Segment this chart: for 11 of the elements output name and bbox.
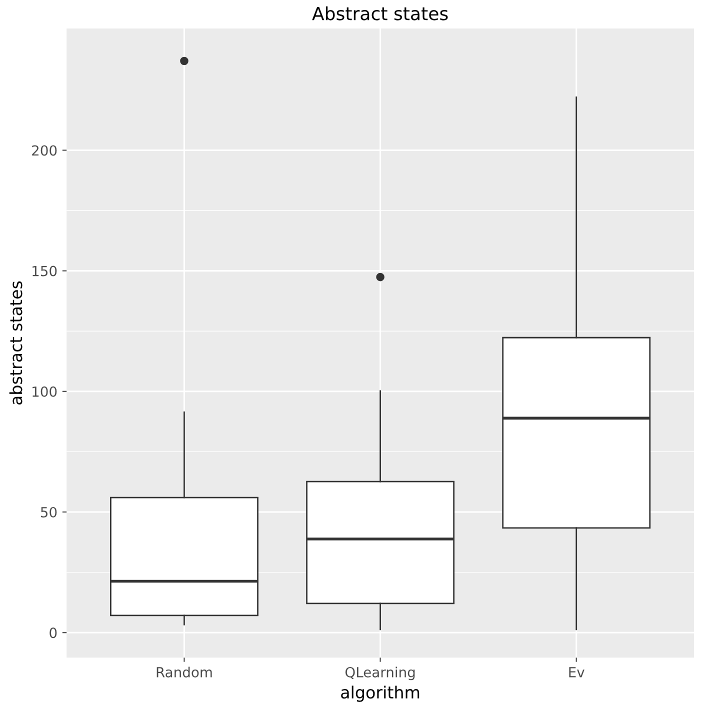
chart-title: Abstract states [312, 6, 448, 20]
y-tick-label: 200 [32, 145, 57, 156]
y-tick-label: 50 [40, 506, 57, 518]
x-axis-title: algorithm [341, 686, 420, 702]
x-tick-label: Ev [569, 667, 584, 678]
y-axis-title: abstract states [9, 281, 22, 405]
x-tick-label: Random [156, 666, 212, 678]
x-tick-label: QLearning [345, 666, 415, 680]
y-tick-label: 150 [32, 266, 57, 276]
y-tick-label: 0 [50, 628, 57, 638]
y-tick-label: 100 [32, 386, 57, 397]
